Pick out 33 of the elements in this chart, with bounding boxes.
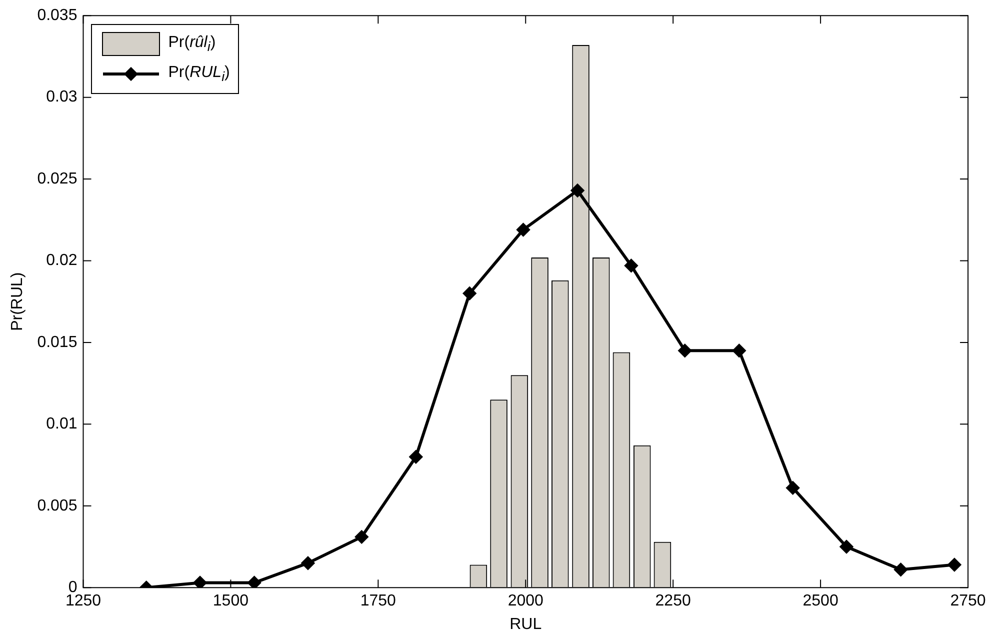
point: [948, 558, 961, 572]
point: [248, 576, 261, 588]
point: [516, 223, 530, 236]
point: [840, 540, 853, 554]
y-tick-label: 0.03: [46, 88, 78, 106]
point: [301, 556, 314, 570]
x-tick-label: 2750: [950, 592, 986, 610]
x-tick-label: 2250: [655, 592, 691, 610]
point: [624, 259, 638, 272]
x-tick-label: 2500: [802, 592, 838, 610]
point: [678, 344, 692, 358]
y-tick-label: 0.025: [37, 170, 78, 188]
x-tick-label: 2000: [508, 592, 544, 610]
y-axis-title: Pr(RUL): [9, 272, 26, 331]
x-tick-label: 1750: [360, 592, 396, 610]
legend-label: Pr(rûl$_{i}$): [168, 34, 216, 54]
point: [732, 344, 746, 358]
point: [463, 286, 476, 300]
y-tick-label: 0.005: [37, 497, 78, 514]
point: [786, 481, 800, 494]
y-tick-label: 0.01: [46, 416, 78, 433]
point: [409, 450, 422, 464]
x-tick-label: 1500: [212, 592, 249, 610]
y-tick-label: 0.035: [37, 7, 78, 24]
point: [355, 530, 368, 544]
point: [194, 576, 207, 588]
x-axis-title: RUL: [510, 616, 542, 633]
point: [571, 184, 584, 197]
point: [894, 563, 908, 576]
legend-label: Pr(RUL$_{i}$): [168, 64, 230, 84]
x-tick-label: 1250: [65, 592, 102, 610]
y-tick-label: 0.02: [46, 252, 78, 270]
y-tick-label: 0.015: [37, 334, 78, 351]
